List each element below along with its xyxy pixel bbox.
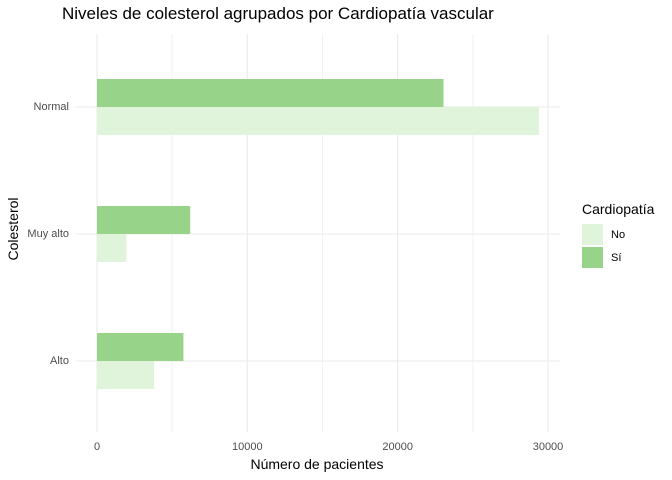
bar-si-alto — [97, 333, 184, 361]
y-axis-title: Colesterol — [5, 197, 21, 261]
bar-si-normal — [97, 79, 444, 107]
x-tick-label: 0 — [93, 441, 101, 453]
legend-key — [582, 224, 603, 245]
bar-no-normal — [97, 107, 539, 135]
y-tick-label: Normal — [33, 101, 69, 113]
y-tick-label: Alto — [50, 355, 69, 367]
legend-key — [582, 247, 603, 268]
legend-title: Cardiopatía — [582, 201, 655, 217]
legend-items: No Sí — [582, 223, 654, 269]
y-tick-label: Muy alto — [27, 228, 69, 240]
x-axis-title: Número de pacientes — [250, 456, 384, 472]
x-tick-label: 30000 — [532, 441, 564, 453]
x-tick-label: 10000 — [232, 441, 263, 453]
chart-title: Niveles de colesterol agrupados por Card… — [62, 4, 494, 23]
legend-item: Sí — [582, 246, 654, 269]
bar-no-alto — [97, 361, 155, 389]
legend: Cardiopatía No Sí — [582, 201, 654, 269]
bar-no-muy-alto — [97, 234, 127, 262]
bar-si-muy-alto — [97, 206, 191, 234]
legend-label: No — [611, 228, 626, 241]
legend-item: No — [582, 223, 654, 246]
x-tick-label: 20000 — [382, 441, 413, 453]
legend-label: Sí — [611, 251, 622, 264]
